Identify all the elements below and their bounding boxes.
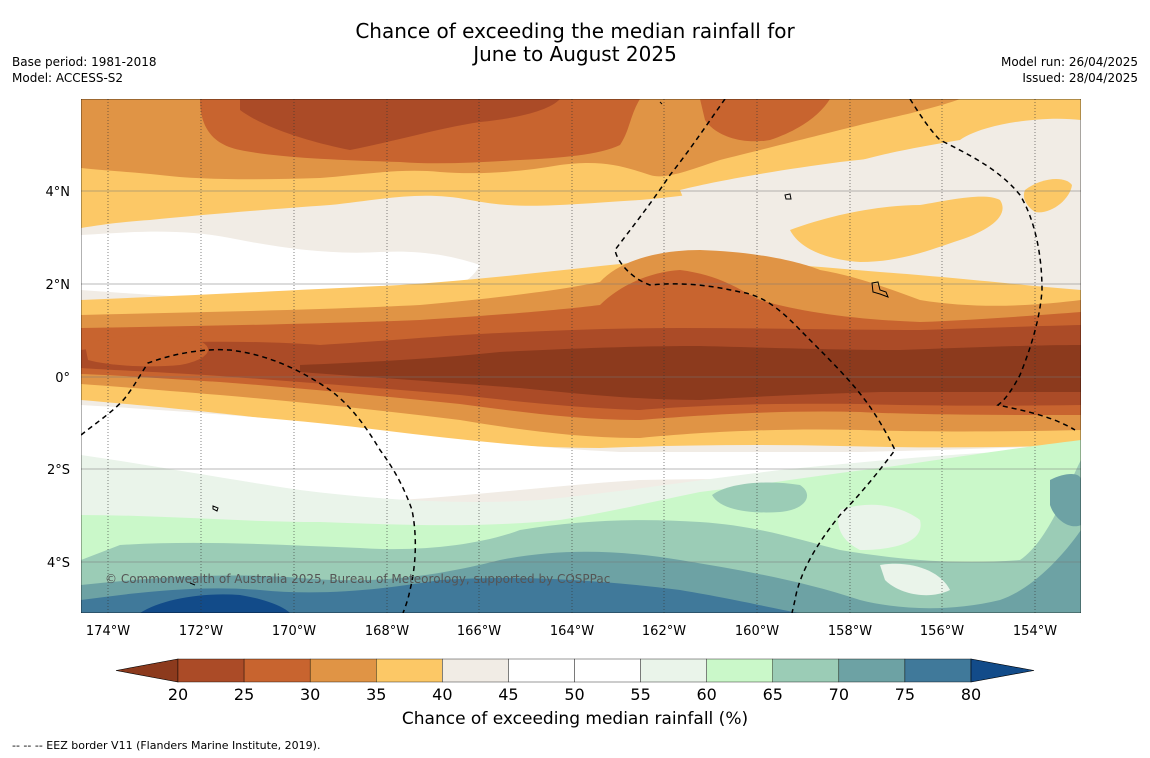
- lat-gridlines: [81, 190, 1081, 563]
- colorbar-segment: [376, 658, 443, 683]
- meta-right: Model run: 26/04/2025 Issued: 28/04/2025: [1001, 54, 1138, 86]
- band-55-pocket-east-2: [880, 563, 950, 596]
- islands: [189, 101, 889, 586]
- x-axis-labels: 174°W 172°W 170°W 168°W 166°W 164°W 162°…: [86, 624, 1057, 639]
- band-75-east: [1050, 474, 1081, 527]
- colorbar-tick-label: 55: [630, 685, 650, 704]
- x-tick-label: 158°W: [828, 624, 872, 639]
- colorbar-extend-high: [970, 658, 1035, 683]
- x-tick-label: 172°W: [179, 624, 223, 639]
- band-65-pocket: [712, 482, 808, 513]
- band-45-north-pocket: [81, 231, 480, 304]
- colorbar-tick-label: 40: [432, 685, 452, 704]
- issued-date: Issued: 28/04/2025: [1022, 71, 1138, 85]
- x-tick-label: 166°W: [457, 624, 501, 639]
- colorbar-tick-label: 65: [763, 685, 783, 704]
- y-tick-label: 4°N: [46, 185, 71, 200]
- colorbar-segment: [309, 658, 377, 683]
- colorbar-tick-label: 60: [696, 685, 716, 704]
- map-plot-area: [81, 99, 1081, 613]
- colorbar-segment: [508, 658, 575, 683]
- x-tick-label: 160°W: [735, 624, 779, 639]
- colorbar-segment: [640, 658, 707, 683]
- colorbar-tick-label: 25: [234, 685, 254, 704]
- band-lt20-equator: [300, 345, 1081, 400]
- map-title-line2: June to August 2025: [473, 42, 677, 66]
- colorbar-segment: [243, 658, 311, 683]
- colorbar-tick-label: 80: [961, 685, 981, 704]
- band-35-north-east-2: [1023, 178, 1072, 213]
- band-65-south: [81, 460, 1081, 613]
- eez-footnote: -- -- -- EEZ border V11 (Flanders Marine…: [12, 739, 321, 752]
- colorbar-label: Chance of exceeding median rainfall (%): [401, 709, 749, 729]
- colorbar-tick-label: 70: [829, 685, 849, 704]
- eez-borders: [81, 99, 1076, 613]
- model-run: Model run: 26/04/2025: [1000, 55, 1138, 69]
- colorbar-tick-label: 50: [564, 685, 584, 704]
- y-tick-label: 2°S: [47, 463, 70, 478]
- band-35-north-east: [790, 196, 1003, 262]
- x-tick-label: 174°W: [86, 624, 130, 639]
- base-period: Base period: 1981-2018: [12, 55, 157, 69]
- colorbar-ticks: 20 25 30 35 40 45 50 55 60 65 70 75 80: [168, 685, 981, 704]
- x-tick-label: 168°W: [365, 624, 409, 639]
- x-tick-label: 164°W: [550, 624, 594, 639]
- colorbar-segment: [177, 658, 245, 683]
- meta-left: Base period: 1981-2018 Model: ACCESS-S2: [12, 54, 157, 86]
- y-tick-label: 2°N: [46, 278, 71, 293]
- x-tick-label: 162°W: [642, 624, 686, 639]
- x-tick-label: 170°W: [272, 624, 316, 639]
- x-tick-label: 156°W: [920, 624, 964, 639]
- y-tick-label: 0°: [55, 371, 70, 386]
- map-title-line1: Chance of exceeding the median rainfall …: [355, 19, 795, 43]
- colorbar-tick-label: 20: [168, 685, 188, 704]
- colorbar-segment: [772, 658, 840, 683]
- x-tick-label: 154°W: [1013, 624, 1057, 639]
- model-name: Model: ACCESS-S2: [12, 71, 124, 85]
- colorbar-segment: [904, 658, 972, 683]
- band-25-north-east: [700, 99, 830, 142]
- y-axis-labels: 4°N 2°N 0° 2°S 4°S: [46, 185, 71, 571]
- y-tick-label: 4°S: [47, 556, 70, 571]
- band-80-south: [140, 594, 290, 613]
- colorbar-tick-label: 35: [366, 685, 386, 704]
- band-55-pocket-east: [838, 504, 921, 550]
- colorbar: [115, 658, 1035, 683]
- copyright-notice: © Commonwealth of Australia 2025, Bureau…: [105, 572, 611, 586]
- colorbar-segment: [838, 658, 906, 683]
- band-25-west-equator: [85, 334, 209, 367]
- colorbar-segment: [706, 658, 773, 683]
- colorbar-tick-label: 75: [895, 685, 915, 704]
- colorbar-tick-label: 30: [300, 685, 320, 704]
- band-20-north: [240, 99, 560, 150]
- colorbar-segment: [574, 658, 641, 683]
- colorbar-segment: [442, 658, 509, 683]
- colorbar-extend-low: [115, 658, 179, 683]
- colorbar-tick-label: 45: [498, 685, 518, 704]
